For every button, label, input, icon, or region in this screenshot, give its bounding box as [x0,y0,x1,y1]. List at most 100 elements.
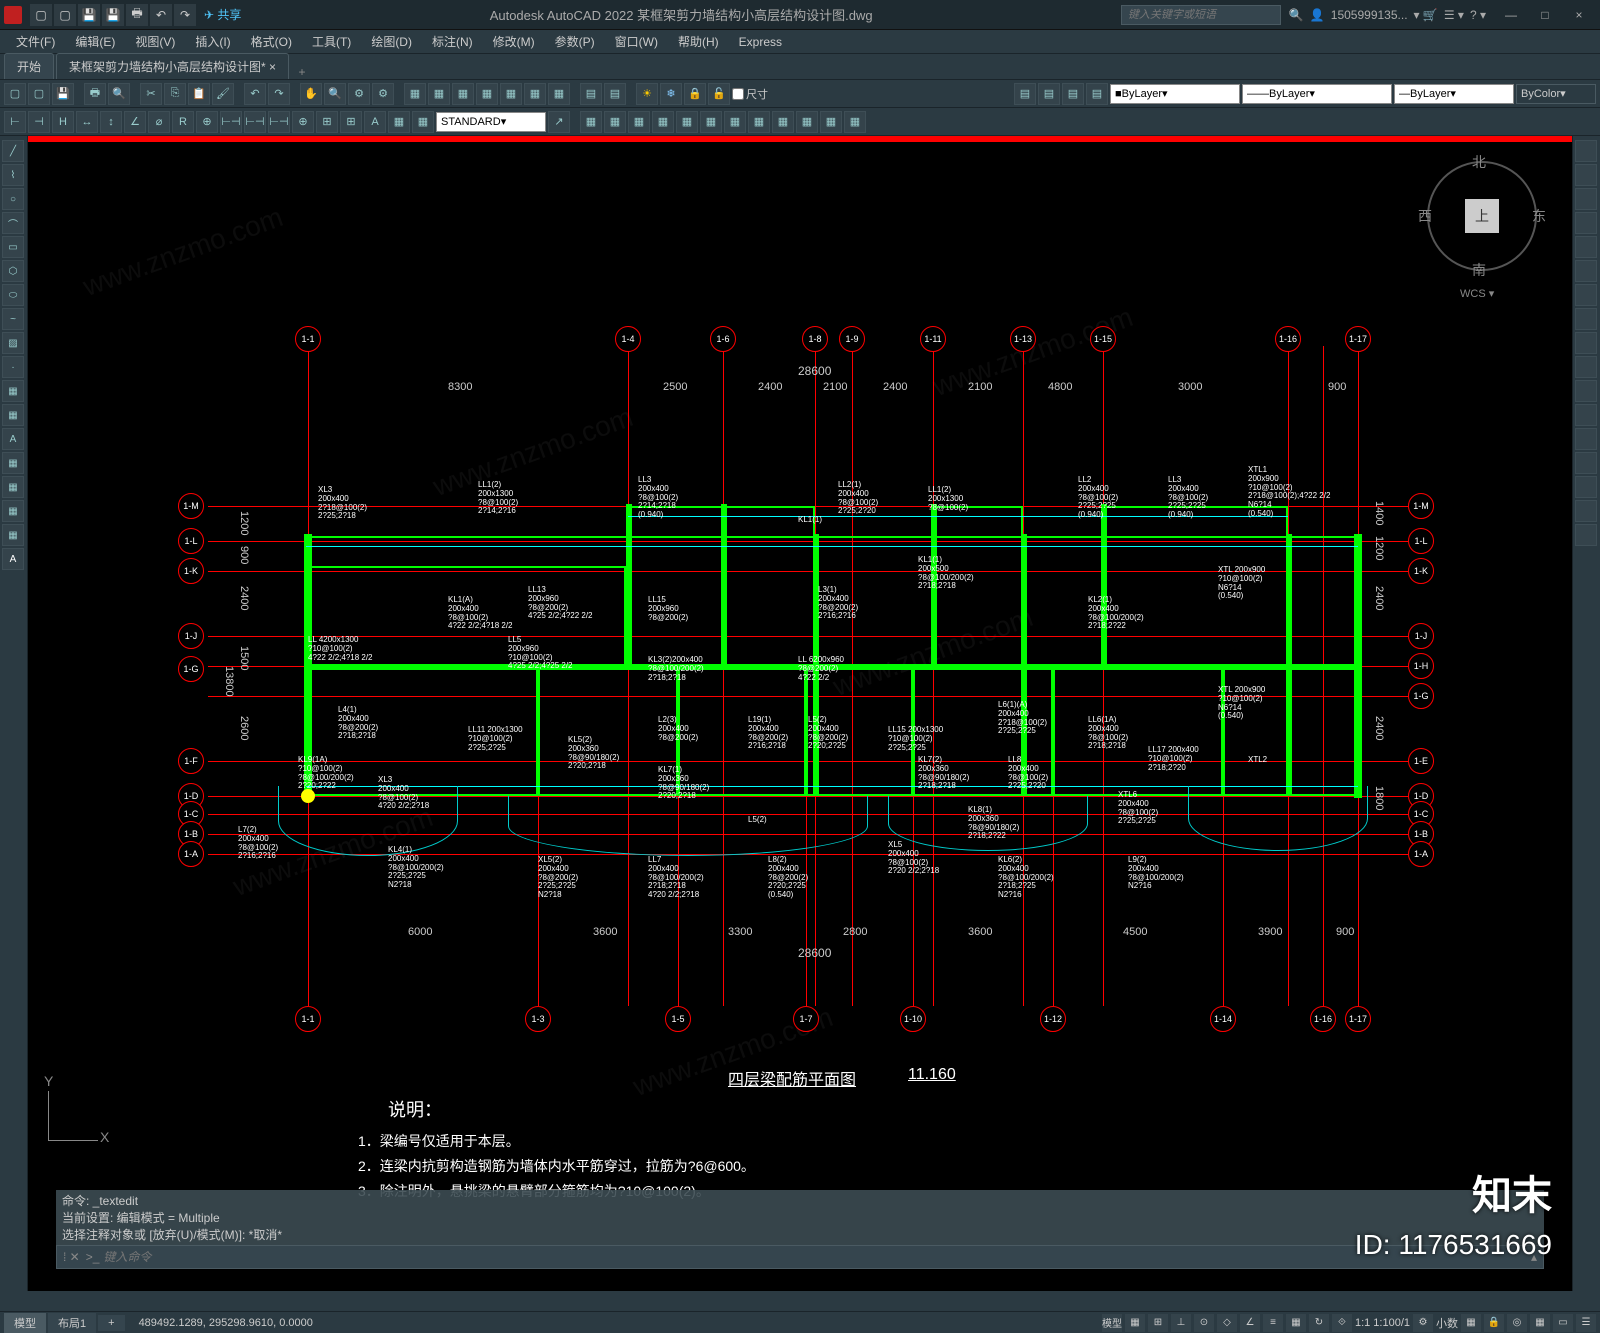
dim-icon[interactable]: ⊢⊣ [268,111,290,133]
chamfer-icon[interactable] [1575,476,1597,498]
polar-icon[interactable]: ⊙ [1194,1314,1214,1332]
viewcube-n[interactable]: 北 [1472,152,1486,172]
cmd-handle-icon[interactable]: ⁞ ✕ [63,1250,80,1264]
stretch-icon[interactable] [1575,356,1597,378]
point-icon[interactable]: · [2,356,24,378]
menu-insert[interactable]: 插入(I) [187,31,238,52]
lock-ui-icon[interactable]: 🔒 [1484,1314,1504,1332]
layer-manage-icon[interactable]: ▤ [1014,83,1036,105]
lwt-icon[interactable]: ≡ [1263,1314,1283,1332]
dim-checkbox[interactable]: 尺寸 [732,86,768,102]
rotate-icon[interactable] [1575,308,1597,330]
print-icon[interactable]: 🖶 [84,83,106,105]
transparency-icon[interactable]: ▦ [1286,1314,1306,1332]
snap-icon[interactable]: ⊞ [1148,1314,1168,1332]
qat-undo-icon[interactable]: ↶ [150,4,172,26]
menu-modify[interactable]: 修改(M) [485,31,543,52]
explode-icon[interactable] [1575,524,1597,546]
dim-icon[interactable]: ⊢⊣ [220,111,242,133]
table-icon[interactable]: ▦ [2,452,24,474]
tool-icon[interactable]: ▦ [428,83,450,105]
cut-icon[interactable]: ✂ [140,83,162,105]
qat-plot-icon[interactable]: 🖶 [126,4,148,26]
menu-tools[interactable]: 工具(T) [304,31,359,52]
redo-icon[interactable]: ↷ [268,83,290,105]
qat-saveas-icon[interactable]: 💾 [102,4,124,26]
pan-icon[interactable]: ✋ [300,83,322,105]
modify-icon[interactable]: ▦ [844,111,866,133]
lock-icon[interactable]: 🔓 [708,83,730,105]
modify-icon[interactable]: ▦ [724,111,746,133]
dim-icon[interactable]: A [364,111,386,133]
modify-icon[interactable]: ▦ [604,111,626,133]
modify-icon[interactable]: ▦ [748,111,770,133]
modify-icon[interactable]: ▦ [772,111,794,133]
menu-help[interactable]: 帮助(H) [670,31,727,52]
ellipse-icon[interactable]: ⬭ [2,284,24,306]
customize-icon[interactable]: ☰ [1576,1314,1596,1332]
tool-icon[interactable]: ▦ [2,524,24,546]
menu-format[interactable]: 格式(O) [243,31,300,52]
menu-parametric[interactable]: 参数(P) [547,31,603,52]
annoscale-icon[interactable]: ⟐ [1332,1314,1352,1332]
viewcube-w[interactable]: 西 [1418,206,1432,226]
hatch-icon[interactable]: ▨ [2,332,24,354]
tool-icon[interactable]: ⚙ [372,83,394,105]
arc-icon[interactable]: ⌒ [2,212,24,234]
layer-dropdown[interactable]: ■ ByLayer ▾ [1110,84,1240,104]
menu-edit[interactable]: 编辑(E) [67,31,123,52]
viewcube-s[interactable]: 南 [1472,260,1486,280]
dim-icon[interactable]: ⊕ [292,111,314,133]
layer-icon[interactable]: ▤ [580,83,602,105]
sun-icon[interactable]: ☀ [636,83,658,105]
zoom-icon[interactable]: 🔍 [324,83,346,105]
tab-drawing[interactable]: 某框架剪力墙结构小高层结构设计图* × [56,53,289,79]
search-icon[interactable]: 🔍 [1289,8,1304,22]
user-icon[interactable]: 👤 [1310,8,1325,22]
help-icon[interactable]: ? ▾ [1470,8,1486,22]
modify-icon[interactable]: ▦ [796,111,818,133]
tool-icon[interactable]: ▦ [476,83,498,105]
region-icon[interactable]: ▦ [2,476,24,498]
dim-icon[interactable]: ⊢ [4,111,26,133]
appswitch-icon[interactable]: ☰ ▾ [1444,8,1464,22]
modify-icon[interactable]: ▦ [628,111,650,133]
menu-dimension[interactable]: 标注(N) [424,31,481,52]
modify-icon[interactable]: ▦ [700,111,722,133]
close-button[interactable]: × [1562,4,1596,26]
open-icon[interactable]: ▢ [28,83,50,105]
copy-icon[interactable] [1575,188,1597,210]
dim-icon[interactable]: ▦ [412,111,434,133]
scale-icon[interactable] [1575,332,1597,354]
scale-label[interactable]: 1:1 [1355,1317,1370,1329]
dim-icon[interactable]: ⊢⊣ [244,111,266,133]
layout-add[interactable]: + [98,1315,124,1331]
otrack-icon[interactable]: ∠ [1240,1314,1260,1332]
dim-icon[interactable]: ▦ [388,111,410,133]
join-icon[interactable] [1575,452,1597,474]
new-icon[interactable]: ▢ [4,83,26,105]
workspace-icon[interactable]: ▦ [1461,1314,1481,1332]
hardware-icon[interactable]: ▦ [1530,1314,1550,1332]
command-input[interactable] [103,1250,1531,1264]
array-icon[interactable] [1575,260,1597,282]
polygon-icon[interactable]: ⬡ [2,260,24,282]
modify-icon[interactable]: ▦ [820,111,842,133]
command-input-row[interactable]: ⁞ ✕ >_ ▴ [56,1245,1544,1269]
rect-icon[interactable]: ▭ [2,236,24,258]
trim-icon[interactable] [1575,380,1597,402]
viewcube-wcs[interactable]: WCS ▾ [1460,287,1494,300]
undo-icon[interactable]: ↶ [244,83,266,105]
layer-icon[interactable]: ▤ [1062,83,1084,105]
offset-icon[interactable] [1575,236,1597,258]
modify-icon[interactable]: ▦ [676,111,698,133]
break-icon[interactable] [1575,428,1597,450]
maximize-button[interactable]: □ [1528,4,1562,26]
modify-icon[interactable]: ▦ [652,111,674,133]
tab-add[interactable]: + [291,65,313,79]
dim-icon[interactable]: H [52,111,74,133]
help-search[interactable] [1121,5,1281,25]
nav-icon[interactable] [1575,140,1597,162]
lineweight-dropdown[interactable]: — ByLayer ▾ [1394,84,1514,104]
save-icon[interactable]: 💾 [52,83,74,105]
